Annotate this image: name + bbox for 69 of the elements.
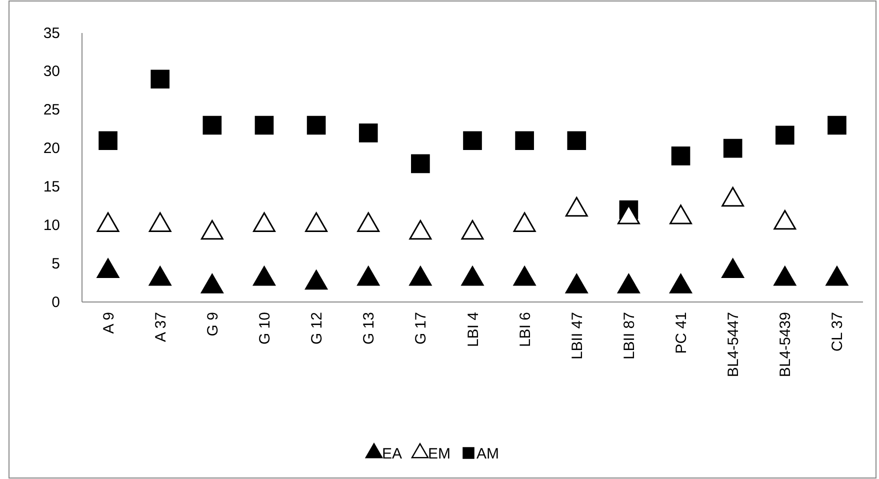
point	[723, 138, 742, 158]
x-tick-label: G 9	[204, 312, 222, 336]
x-tick-label: LBII 47	[568, 312, 586, 360]
point	[463, 131, 482, 150]
legend-label: EA	[382, 445, 402, 462]
x-tick-label: G 10	[256, 312, 274, 345]
x-tick-label: CL 37	[829, 312, 846, 352]
point	[722, 186, 744, 207]
point	[409, 220, 432, 240]
point	[617, 274, 640, 294]
x-tick-label: BL4-5439	[777, 312, 794, 378]
point	[567, 131, 586, 150]
point	[513, 212, 536, 232]
point	[826, 266, 848, 286]
point	[722, 258, 744, 278]
y-tick-label: 15	[43, 178, 60, 196]
point	[828, 116, 846, 135]
point	[411, 154, 430, 174]
x-tick-label: G 13	[360, 312, 378, 345]
point	[148, 266, 172, 286]
point	[305, 212, 328, 232]
point	[253, 212, 276, 232]
point	[670, 274, 692, 294]
point	[358, 124, 378, 142]
point	[617, 204, 640, 224]
point	[96, 212, 120, 232]
x-tick-label: BL4-5447	[725, 312, 742, 378]
x-tick-label: LBI 6	[516, 312, 534, 348]
y-tick-label: 5	[52, 255, 60, 272]
y-tick-label: 25	[43, 102, 60, 119]
point	[409, 266, 432, 286]
point	[96, 258, 120, 278]
point	[671, 146, 690, 166]
point	[357, 212, 380, 232]
legend-label: EM	[428, 445, 451, 462]
point	[253, 266, 276, 286]
x-tick-label: A 37	[152, 312, 170, 342]
y-tick-label: 0	[52, 294, 60, 311]
point	[150, 70, 170, 89]
point	[254, 116, 274, 135]
point	[774, 210, 796, 230]
point	[200, 274, 224, 294]
point	[775, 126, 794, 145]
point	[200, 220, 224, 240]
x-tick-label: A 9	[100, 312, 118, 334]
point	[670, 204, 692, 224]
point	[305, 270, 328, 290]
x-tick-label: PC 41	[673, 312, 690, 354]
point	[565, 196, 588, 217]
legend-label: AM	[476, 445, 500, 462]
x-tick-label: G 17	[412, 312, 430, 345]
point	[202, 116, 222, 135]
y-tick-label: 35	[43, 24, 60, 42]
x-tick-label: LBI 4	[464, 312, 482, 348]
point	[306, 116, 326, 135]
y-tick-label: 30	[43, 63, 60, 80]
point	[565, 274, 588, 294]
y-tick-label: 20	[43, 140, 60, 158]
x-tick-label: G 12	[308, 312, 326, 345]
point	[98, 131, 118, 150]
point	[513, 266, 536, 286]
y-tick-label: 10	[43, 216, 60, 234]
x-tick-label: LBII 87	[620, 312, 638, 360]
point	[774, 266, 796, 286]
point	[357, 266, 380, 286]
point	[515, 131, 534, 150]
point	[148, 212, 172, 232]
point	[461, 220, 484, 240]
point	[461, 266, 484, 286]
